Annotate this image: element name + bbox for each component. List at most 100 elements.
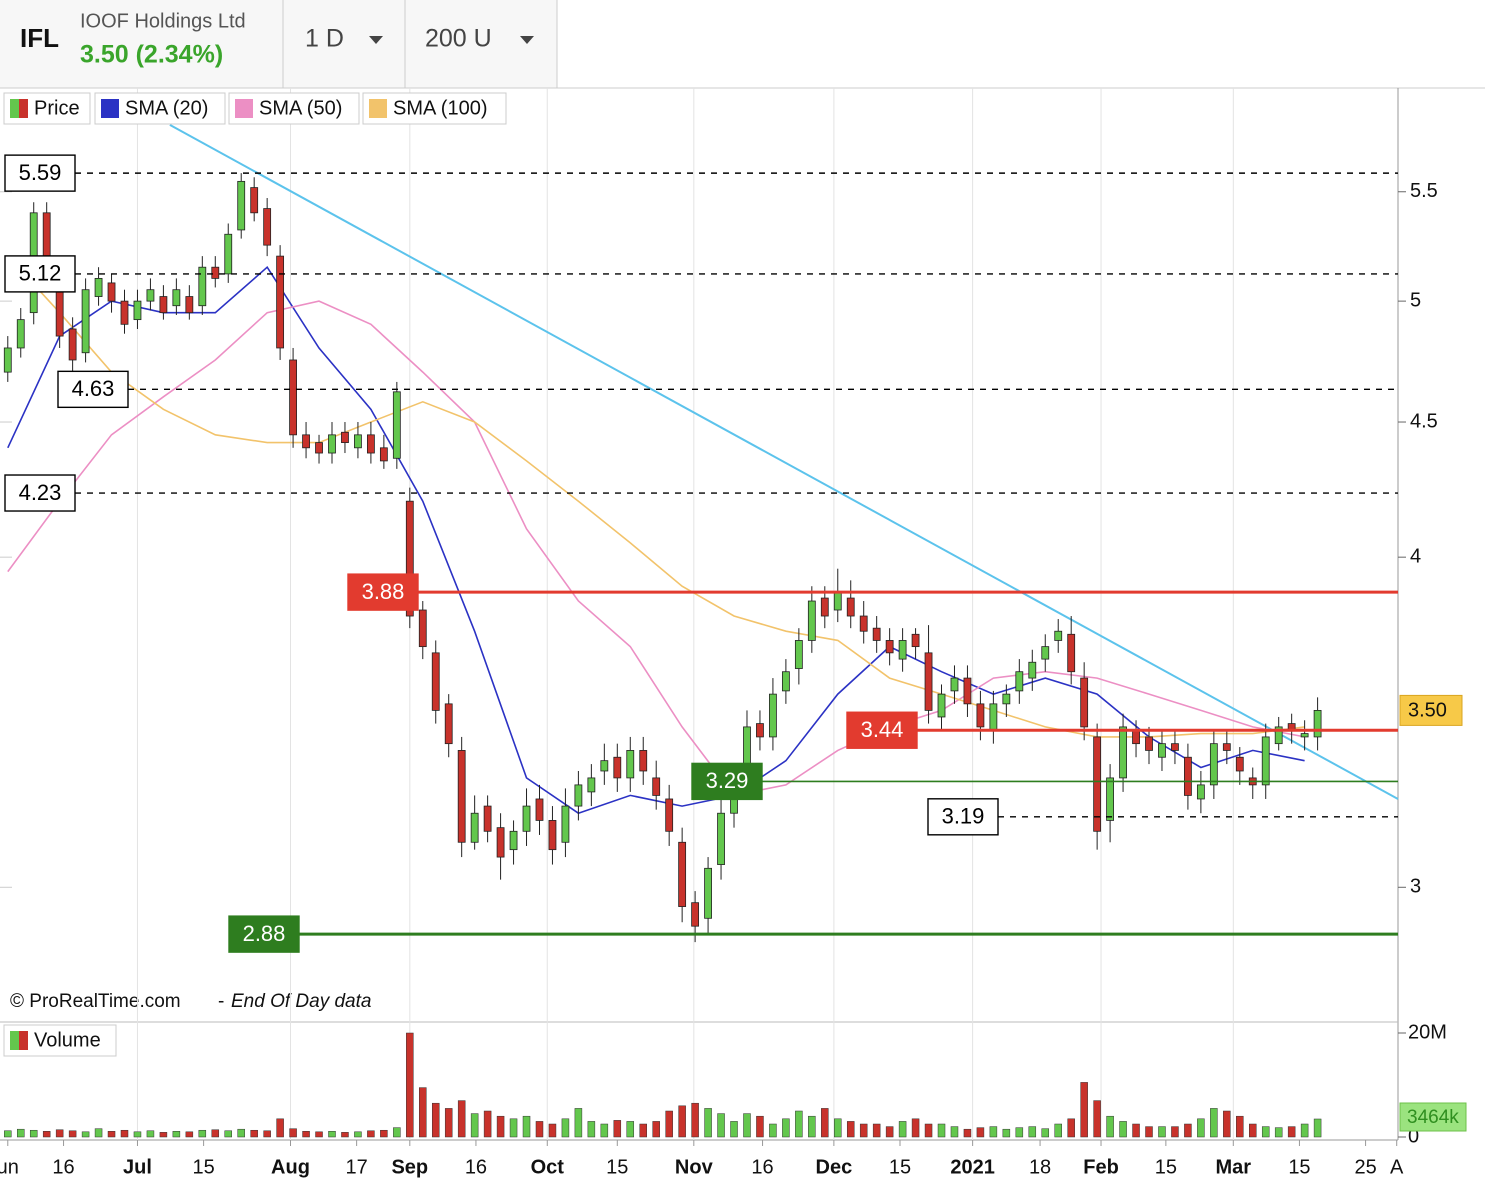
last-price-label: 3.50 [1408, 700, 1447, 722]
candle-body [302, 434, 310, 449]
volume-bar [380, 1129, 388, 1138]
volume-bar [678, 1105, 686, 1138]
x-tick-label: Feb [1083, 1156, 1119, 1178]
x-tick-label: 15 [1288, 1156, 1310, 1178]
volume-bar [1171, 1126, 1179, 1138]
candle-body [1028, 661, 1037, 679]
volume-bar [1261, 1126, 1270, 1138]
volume-bar [509, 1118, 518, 1138]
units-select[interactable]: 200 U [425, 25, 534, 53]
candle-body [885, 640, 894, 654]
volume-bar [613, 1120, 622, 1138]
candle-body [444, 703, 453, 745]
volume-bar [872, 1123, 881, 1138]
volume-bar [1236, 1115, 1244, 1138]
dropdown-arrow[interactable] [369, 36, 383, 44]
x-tick-label: un [0, 1156, 19, 1178]
interval[interactable]: 1 D [305, 25, 344, 53]
volume-bar [419, 1087, 427, 1138]
volume-bar [1313, 1118, 1322, 1138]
plot-area [3, 124, 1399, 1138]
candle-body [1132, 729, 1140, 745]
last-price-box [1399, 694, 1463, 726]
units[interactable]: 200 U [425, 25, 492, 53]
legend-swatch [19, 99, 28, 118]
candle-body [535, 798, 544, 821]
level-box [4, 474, 76, 512]
volume-bar [185, 1131, 194, 1138]
volume-bar [1287, 1126, 1296, 1138]
x-tick-label: 15 [1155, 1156, 1177, 1178]
volume-bar [1041, 1128, 1050, 1138]
candle-body [989, 703, 998, 731]
candle-body [1067, 633, 1076, 673]
last-volume-label: 3464k [1407, 1107, 1459, 1128]
candle-body [937, 693, 946, 718]
candle-body [263, 208, 272, 246]
candle-body [626, 750, 635, 779]
candle-body [457, 750, 466, 843]
volume-tick-label: 0 [1408, 1125, 1419, 1147]
candle-body [1184, 756, 1192, 796]
legend-label: Price [34, 97, 80, 119]
x-tick-label: 18 [1029, 1156, 1051, 1178]
volume-bar [937, 1123, 946, 1138]
volume-bar [522, 1115, 531, 1138]
volume-bar [898, 1121, 907, 1138]
volume-bar [29, 1129, 38, 1138]
candle-body [146, 289, 155, 302]
volume-bar [289, 1128, 297, 1138]
volume-bar [1028, 1126, 1037, 1138]
volume-bar [821, 1108, 829, 1138]
volume-bar [626, 1121, 635, 1138]
volume-bar [963, 1128, 972, 1138]
volume-bar [989, 1126, 998, 1138]
volume-bar [457, 1100, 466, 1138]
company-name: IOOF Holdings Ltd [80, 10, 246, 32]
candle-body [107, 282, 116, 302]
candle-body [3, 347, 12, 373]
dropdown-arrow[interactable] [520, 36, 534, 44]
volume-bar [859, 1123, 868, 1138]
volume-bar [302, 1131, 310, 1138]
candle-body [392, 391, 401, 459]
volume-bar [198, 1129, 207, 1138]
candle-body [211, 266, 220, 279]
volume-bar [1106, 1115, 1114, 1138]
volume-bar [548, 1123, 557, 1138]
candle-body [872, 627, 881, 641]
candle-body [1119, 726, 1127, 779]
volume-bar [250, 1129, 258, 1138]
candle-body [315, 442, 323, 454]
candle-body [704, 867, 712, 919]
x-tick-label: 15 [192, 1156, 214, 1178]
candle-body [600, 760, 609, 772]
candle-body [587, 777, 596, 793]
volume-bar [1223, 1110, 1231, 1138]
legend-swatch [101, 99, 119, 118]
interval-select[interactable]: 1 D [305, 25, 383, 53]
volume-bar [730, 1121, 738, 1138]
volume-bar [211, 1129, 220, 1138]
volume-bar [496, 1115, 505, 1138]
last-volume-box [1399, 1102, 1467, 1132]
candle-body [756, 723, 764, 738]
candle-body [289, 359, 297, 436]
volume-bar [834, 1118, 842, 1138]
volume-bar [1210, 1108, 1218, 1138]
candle-body [1158, 743, 1166, 758]
candle-body [1145, 736, 1153, 751]
candle-body [950, 677, 959, 692]
x-tick-label: Aug [271, 1156, 310, 1178]
x-tick-label: 25 [1354, 1156, 1376, 1178]
sma-line [7, 255, 1305, 738]
x-tick-label: Dec [816, 1156, 853, 1178]
level-box [4, 255, 76, 293]
candle-body [1209, 743, 1218, 786]
volume-bar [42, 1131, 51, 1138]
candle-body [42, 212, 51, 257]
level-box [228, 915, 300, 953]
overlays: 5.59 5.12 4.63 4.23 3.88 3.44 3.29 3.19 2.88 3.50… [3, 92, 1467, 1132]
candle-body [250, 187, 259, 214]
